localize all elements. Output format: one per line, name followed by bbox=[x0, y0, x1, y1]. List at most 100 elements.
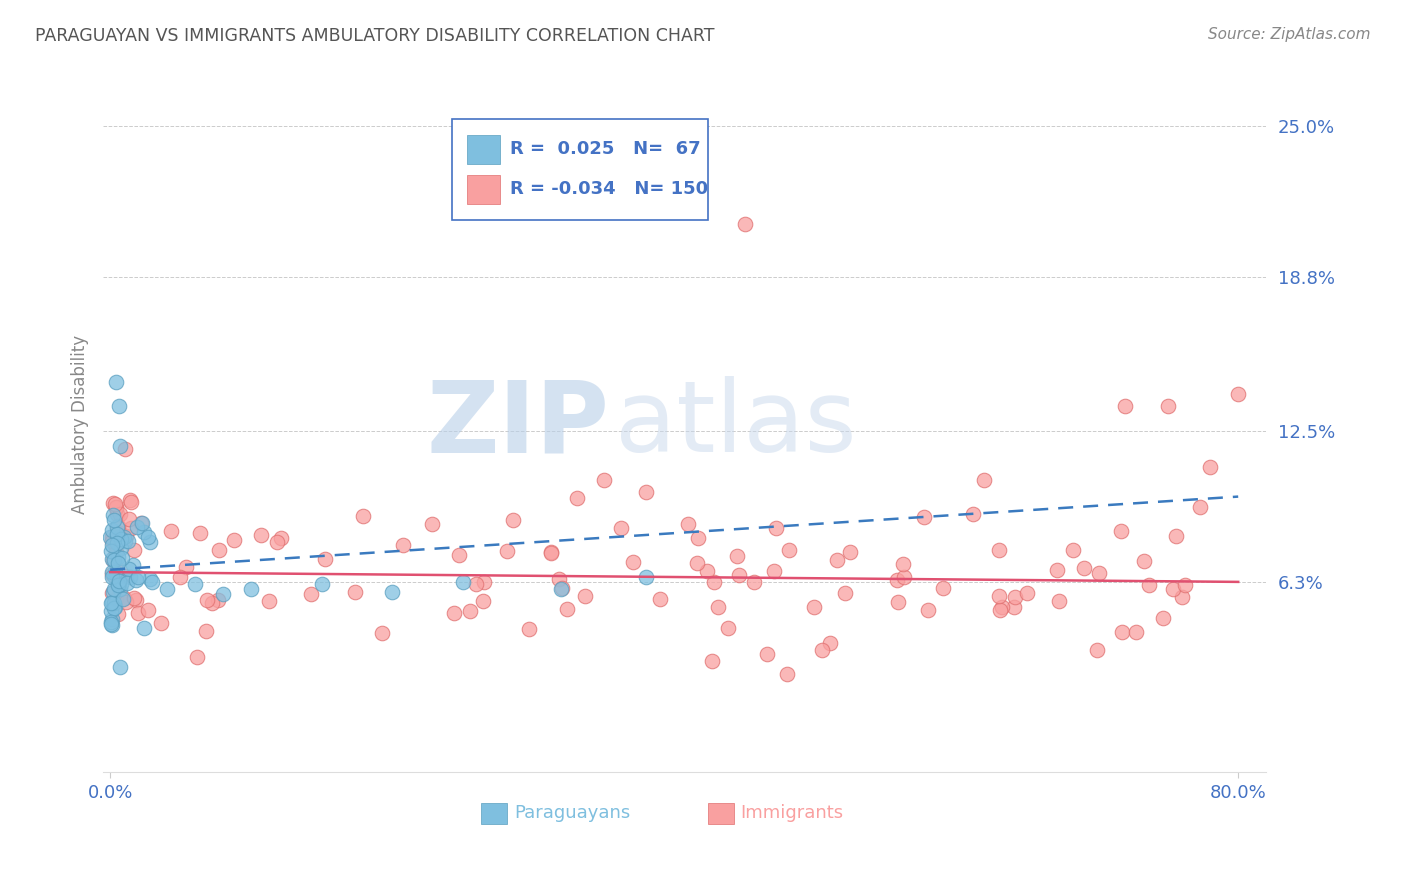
Point bbox=[565, 491, 588, 506]
Point bbox=[472, 575, 495, 590]
Point bbox=[270, 531, 292, 545]
Point bbox=[155, 582, 177, 597]
Point bbox=[107, 577, 129, 591]
Text: Immigrants: Immigrants bbox=[741, 804, 844, 822]
Point bbox=[257, 593, 280, 607]
Point bbox=[174, 560, 197, 574]
Point bbox=[1046, 562, 1069, 576]
Point bbox=[159, 524, 181, 539]
Point bbox=[105, 519, 128, 533]
Point bbox=[103, 496, 125, 510]
Point bbox=[973, 473, 995, 487]
Point bbox=[108, 569, 131, 583]
Point bbox=[725, 549, 748, 563]
Point bbox=[107, 550, 129, 565]
Point bbox=[107, 578, 129, 592]
Point bbox=[548, 572, 571, 586]
Point bbox=[756, 647, 779, 661]
FancyBboxPatch shape bbox=[453, 120, 709, 219]
Point bbox=[776, 667, 799, 681]
Point bbox=[112, 591, 135, 605]
Point bbox=[138, 535, 160, 549]
Point bbox=[301, 587, 323, 601]
Point bbox=[184, 577, 207, 591]
Point bbox=[703, 574, 725, 589]
Point bbox=[574, 589, 596, 603]
Point bbox=[127, 520, 149, 534]
Point bbox=[540, 545, 562, 559]
Point bbox=[188, 525, 211, 540]
Point bbox=[186, 650, 208, 665]
Point bbox=[115, 576, 138, 591]
Point bbox=[100, 604, 122, 618]
Point bbox=[105, 507, 128, 521]
Point bbox=[728, 567, 751, 582]
Point bbox=[110, 577, 132, 591]
Point bbox=[101, 586, 124, 600]
Point bbox=[838, 545, 860, 559]
Point bbox=[134, 621, 156, 635]
Point bbox=[127, 570, 149, 584]
Point bbox=[1004, 591, 1026, 605]
Point bbox=[100, 567, 122, 582]
Point bbox=[610, 521, 633, 535]
Point bbox=[103, 497, 125, 511]
Point bbox=[540, 546, 562, 560]
Point bbox=[105, 535, 128, 549]
FancyBboxPatch shape bbox=[709, 803, 734, 824]
Point bbox=[496, 544, 519, 558]
Point bbox=[101, 523, 124, 537]
Point bbox=[208, 542, 231, 557]
Point bbox=[100, 570, 122, 584]
Point bbox=[1114, 400, 1136, 414]
Text: R =  0.025   N=  67: R = 0.025 N= 67 bbox=[510, 140, 702, 158]
Point bbox=[103, 582, 125, 597]
Point bbox=[1137, 578, 1160, 592]
Point bbox=[550, 581, 572, 595]
Point bbox=[352, 508, 374, 523]
Point bbox=[108, 525, 131, 540]
Point bbox=[120, 570, 142, 584]
Point bbox=[114, 529, 136, 543]
Point bbox=[370, 625, 392, 640]
Point bbox=[114, 534, 136, 549]
Point bbox=[101, 508, 124, 522]
Point bbox=[107, 400, 129, 414]
Point bbox=[201, 597, 224, 611]
Point bbox=[707, 599, 730, 614]
Point bbox=[676, 516, 699, 531]
Point bbox=[502, 513, 524, 527]
Text: Source: ZipAtlas.com: Source: ZipAtlas.com bbox=[1208, 27, 1371, 42]
Point bbox=[742, 575, 765, 590]
Point bbox=[136, 602, 159, 616]
Point bbox=[820, 636, 842, 650]
Point bbox=[1125, 624, 1147, 639]
Point bbox=[1111, 624, 1133, 639]
Point bbox=[104, 545, 127, 559]
Point bbox=[834, 586, 856, 600]
Point bbox=[101, 585, 124, 599]
Point bbox=[991, 600, 1014, 615]
Point bbox=[886, 573, 908, 587]
Point bbox=[634, 484, 657, 499]
Point bbox=[149, 616, 172, 631]
Point bbox=[110, 541, 132, 556]
Point bbox=[111, 551, 134, 566]
Point bbox=[100, 617, 122, 632]
Point bbox=[734, 217, 756, 231]
Point bbox=[103, 600, 125, 615]
Point bbox=[107, 607, 129, 621]
Point bbox=[700, 654, 723, 668]
Point bbox=[100, 530, 122, 544]
Point bbox=[107, 519, 129, 533]
Point bbox=[120, 521, 142, 535]
Point bbox=[125, 593, 148, 607]
Point bbox=[100, 534, 122, 549]
Point bbox=[266, 534, 288, 549]
Point bbox=[987, 542, 1010, 557]
Point bbox=[1171, 590, 1194, 604]
Point bbox=[108, 574, 131, 588]
Point bbox=[104, 599, 127, 614]
Point bbox=[101, 617, 124, 632]
Point bbox=[1133, 554, 1156, 568]
